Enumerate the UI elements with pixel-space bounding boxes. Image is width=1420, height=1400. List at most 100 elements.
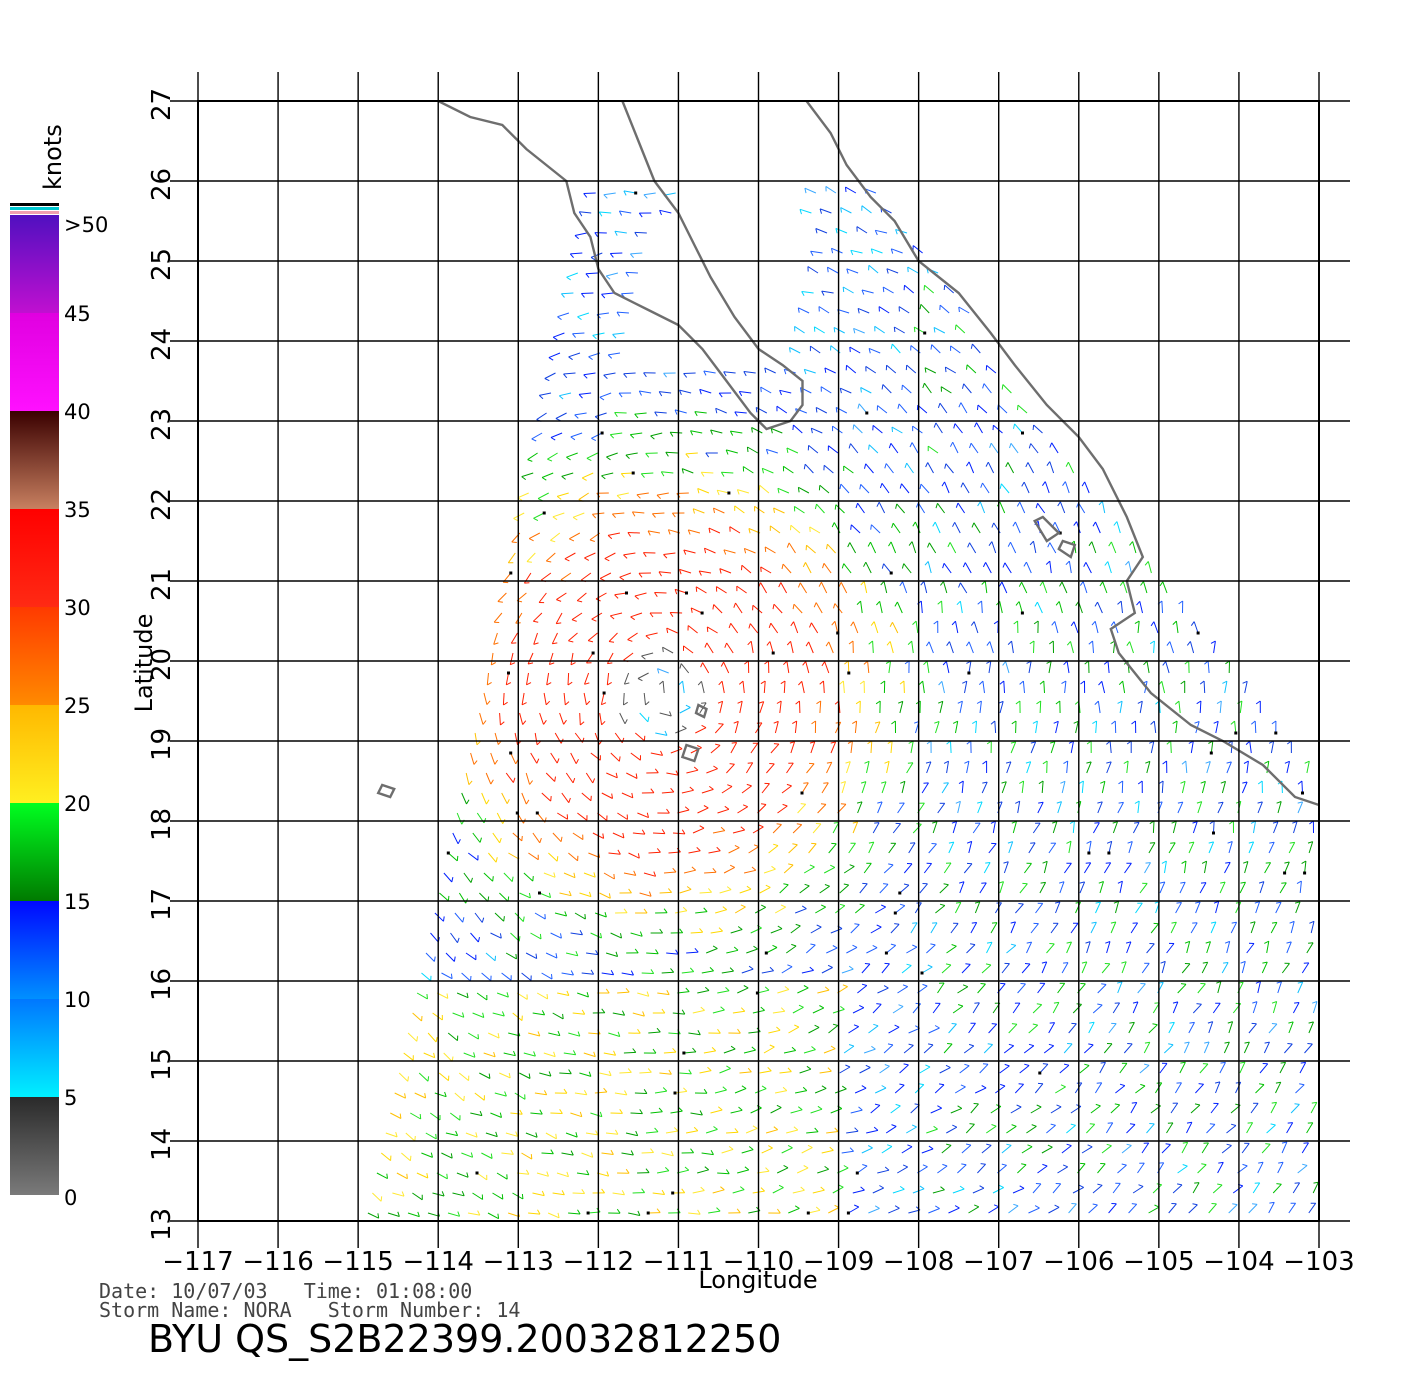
wind-vector: [568, 632, 578, 642]
wind-vector: [1064, 481, 1070, 494]
wind-vector-barb: [821, 290, 825, 296]
colorbar-tick-label: 35: [64, 498, 91, 522]
wind-vector: [1090, 922, 1097, 934]
wind-vector-barb: [667, 529, 671, 535]
wind-vector-barb: [760, 680, 766, 685]
wind-vector-barb: [703, 370, 707, 376]
wind-vector: [946, 761, 949, 774]
wind-vector-barb: [999, 680, 1005, 685]
wind-vector: [910, 922, 918, 934]
wind-vector: [726, 949, 739, 954]
wind-vector: [608, 852, 621, 855]
wind-vector: [1061, 581, 1068, 594]
wind-vector-barb: [1208, 841, 1214, 844]
wind-vector-barb: [650, 969, 655, 974]
wind-vector-barb: [860, 387, 862, 393]
wind-vector: [501, 972, 512, 981]
wind-vector: [901, 483, 910, 494]
wind-vector-barb: [965, 641, 970, 647]
wind-vector: [476, 992, 488, 1001]
wind-vector: [1057, 1166, 1068, 1174]
wind-vector-barb: [630, 253, 634, 259]
wind-vector-barb: [444, 1091, 447, 1097]
wind-vector: [863, 1048, 876, 1054]
wind-vector: [990, 442, 999, 454]
wind-vector-barb: [1012, 521, 1016, 527]
wind-vector: [968, 461, 975, 474]
wind-vector-barb: [766, 641, 771, 646]
wind-vector-barb: [584, 914, 586, 920]
wind-vector: [637, 672, 649, 679]
wind-vector-barb: [1063, 1063, 1070, 1066]
wind-vector: [1268, 1023, 1278, 1034]
wind-vector: [881, 963, 890, 974]
wind-vector: [1175, 621, 1179, 634]
wind-vector: [1008, 1205, 1019, 1214]
wind-vector-barb: [730, 1045, 736, 1050]
wind-vector-barb: [845, 761, 851, 764]
wind-vector-barb: [1159, 581, 1164, 587]
wind-vector: [1203, 1041, 1210, 1054]
wind-vector: [840, 207, 852, 214]
wind-vector: [574, 232, 587, 236]
wind-vector: [939, 304, 950, 314]
wind-vector-barb: [544, 378, 550, 382]
wind-vector: [706, 768, 718, 774]
wind-vector-barb: [1180, 881, 1186, 884]
wind-vector: [490, 932, 502, 939]
wind-vector: [439, 892, 449, 902]
wind-vector-barb: [1210, 640, 1216, 644]
wind-vector: [801, 782, 809, 794]
wind-vector: [734, 505, 745, 514]
wind-vector-barb: [561, 1190, 565, 1196]
wind-vector: [828, 1025, 839, 1034]
wind-vector-barb: [1248, 841, 1254, 844]
wind-vector-barb: [1117, 981, 1123, 984]
wind-vector-barb: [919, 484, 922, 490]
wind-vector: [773, 507, 785, 514]
wind-vector: [650, 1111, 663, 1114]
wind-vector-barb: [1309, 920, 1315, 924]
wind-vector: [946, 1126, 958, 1134]
wind-vector: [1162, 581, 1168, 594]
wind-vector: [957, 801, 961, 814]
wind-vector-barb: [856, 600, 861, 605]
wind-vector: [972, 1002, 980, 1014]
wind-vector: [1107, 661, 1110, 674]
wind-vector-barb: [1188, 841, 1195, 844]
wind-vector-barb: [873, 1126, 879, 1131]
wind-vector: [872, 1187, 884, 1194]
wind-vector-barb: [435, 1036, 438, 1043]
wind-vector: [449, 1112, 461, 1121]
wind-vector: [859, 1067, 871, 1074]
wind-vector-barb: [1011, 720, 1017, 725]
wind-vector: [819, 700, 822, 714]
wind-vector: [1010, 443, 1019, 454]
wind-vector: [808, 1026, 820, 1034]
wind-vector: [681, 971, 694, 974]
wind-vector-barb: [598, 211, 603, 217]
wind-vector-barb: [809, 966, 814, 971]
wind-vector: [1050, 1106, 1062, 1114]
wind-vector-barb: [954, 1205, 960, 1209]
wind-vector-barb: [703, 1088, 708, 1094]
wind-vector-barb: [552, 642, 558, 645]
wind-vector-barb: [1066, 1143, 1072, 1147]
wind-vector: [650, 752, 663, 756]
wind-vector: [840, 582, 848, 594]
wind-vector-barb: [746, 446, 749, 453]
wind-vector: [923, 581, 928, 594]
wind-vector-barb: [646, 991, 650, 997]
wind-vector: [810, 250, 823, 254]
wind-vector-barb: [712, 945, 718, 949]
wind-vector-barb: [1196, 1003, 1202, 1005]
wind-vector-barb: [890, 943, 896, 946]
wind-vector-barb: [563, 373, 568, 379]
wind-vector: [532, 1192, 545, 1197]
wind-vector: [961, 964, 971, 974]
wind-vector: [812, 823, 822, 834]
wind-vector: [539, 392, 552, 396]
wind-vector-barb: [647, 1068, 652, 1073]
wind-vector: [407, 1032, 418, 1042]
wind-vector-barb: [740, 826, 746, 831]
